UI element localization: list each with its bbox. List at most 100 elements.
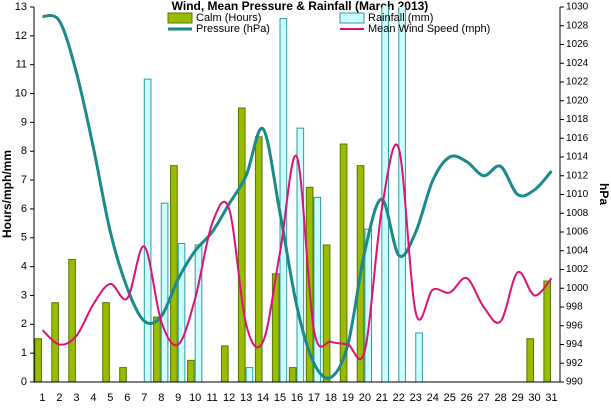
bar (296, 127, 305, 382)
bar (322, 244, 331, 382)
y-tick-label: 2 (21, 318, 27, 330)
x-tick-label: 28 (494, 392, 506, 404)
y2-tick-label: 1026 (566, 39, 589, 50)
x-tick-label: 30 (528, 392, 540, 404)
x-tick-label: 5 (107, 392, 113, 404)
y-tick-label: 6 (21, 203, 27, 215)
bar (119, 367, 127, 382)
y2-tick-label: 1002 (566, 264, 589, 275)
y2-tick-label: 994 (566, 339, 583, 350)
bar (415, 332, 423, 382)
x-tick-label: 31 (545, 392, 557, 404)
y-tick-label: 8 (21, 145, 27, 157)
x-tick-label: 3 (73, 392, 79, 404)
y-tick-label: 7 (21, 174, 27, 186)
x-tick-label: 8 (158, 392, 164, 404)
legend-label: Rainfall (mm) (368, 12, 433, 24)
line (41, 143, 553, 361)
bar (220, 345, 229, 382)
y-tick-label: 3 (21, 289, 27, 301)
bar (526, 338, 535, 382)
y2-tick-label: 1008 (566, 208, 589, 219)
x-tick-label: 27 (478, 392, 490, 404)
x-tick-label: 23 (410, 392, 422, 404)
x-tick-label: 17 (308, 392, 320, 404)
x-tick-label: 16 (291, 392, 303, 404)
bar (254, 136, 263, 382)
y-tick-label: 0 (21, 376, 27, 388)
y-tick-label: 9 (21, 116, 27, 128)
bar (177, 243, 186, 382)
legend-swatch (339, 12, 365, 24)
y2-tick-label: 1018 (566, 114, 589, 125)
bar (143, 78, 152, 382)
bar (187, 359, 195, 382)
bar (34, 338, 42, 382)
bar (170, 165, 178, 382)
x-tick-label: 25 (444, 392, 456, 404)
x-tick-label: 19 (342, 392, 354, 404)
x-tick-label: 12 (223, 392, 235, 404)
legend-swatch (167, 12, 193, 24)
y2-tick-label: 1016 (566, 133, 589, 144)
x-tick-label: 15 (274, 392, 286, 404)
y-tick-label: 4 (21, 261, 27, 273)
y2-tick-label: 1020 (566, 95, 589, 106)
x-tick-label: 22 (393, 392, 405, 404)
bar (288, 367, 297, 382)
bar (194, 244, 203, 382)
y-tick-label: 11 (16, 59, 27, 71)
y2-tick-label: 1004 (566, 245, 589, 256)
x-tick-label: 20 (359, 392, 371, 404)
x-tick-label: 29 (511, 392, 523, 404)
x-tick-label: 11 (206, 392, 217, 404)
y2-tick-label: 990 (566, 377, 583, 388)
y2-tick-label: 1014 (566, 152, 589, 163)
chart-title: Wind, Mean Pressure & Rainfall (March 20… (172, 0, 429, 13)
y-tick-label: 5 (21, 232, 27, 244)
y2-tick-label: 1028 (566, 20, 589, 31)
bar (68, 258, 76, 382)
x-tick-label: 24 (427, 392, 439, 404)
x-tick-label: 7 (141, 392, 147, 404)
bar (160, 202, 169, 382)
bar (245, 367, 254, 382)
x-tick-label: 4 (90, 392, 96, 404)
y2-tick-label: 992 (566, 358, 583, 369)
legend-label: Calm (Hours) (196, 12, 261, 24)
x-tick-label: 6 (124, 392, 130, 404)
bar (237, 107, 246, 382)
bar (339, 143, 348, 382)
y2-tick-label: 1006 (566, 227, 589, 238)
y2-tick-label: 1010 (566, 189, 589, 200)
y-tick-label: 13 (15, 1, 27, 13)
x-tick-label: 13 (240, 392, 252, 404)
y2-tick-label: 996 (566, 320, 583, 331)
bar (153, 316, 161, 382)
legend-label: Pressure (hPa) (196, 23, 270, 35)
bar (543, 280, 552, 382)
x-tick-label: 2 (56, 392, 62, 404)
bar (279, 18, 288, 382)
y-tick-label: 10 (15, 87, 27, 99)
y2-axis-label: hPa (597, 183, 611, 205)
legend-label: Mean Wind Speed (mph) (368, 23, 490, 35)
bar (313, 196, 322, 382)
x-tick-label: 14 (257, 392, 269, 404)
x-tick-label: 18 (325, 392, 337, 404)
bar (102, 302, 110, 382)
x-tick-label: 26 (461, 392, 473, 404)
y-tick-label: 12 (15, 30, 27, 42)
y-axis-label: Hours/mph/mm (0, 150, 14, 238)
y2-tick-label: 1000 (566, 283, 589, 294)
y2-tick-label: 1022 (566, 77, 589, 88)
y2-tick-label: 1012 (566, 170, 589, 181)
y2-tick-label: 1030 (566, 2, 589, 13)
y2-tick-label: 1024 (566, 58, 589, 69)
plot-area (34, 7, 553, 382)
x-tick-label: 1 (39, 392, 45, 404)
y2-tick-label: 998 (566, 302, 583, 313)
x-tick-label: 9 (175, 392, 181, 404)
x-tick-label: 10 (189, 392, 201, 404)
